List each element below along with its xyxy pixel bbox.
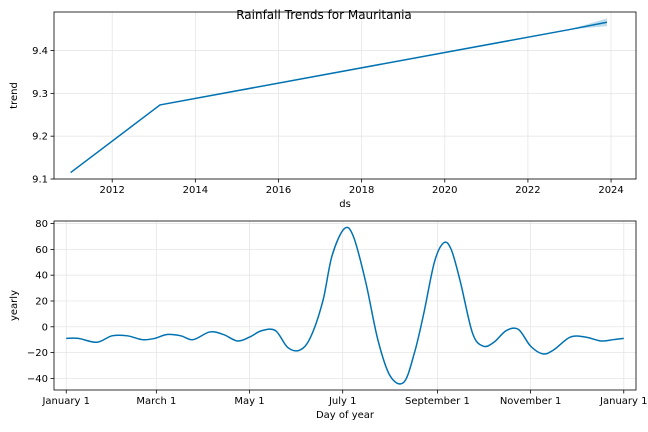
x-tick-label: May 1	[234, 396, 264, 407]
y-tick-label: 60	[35, 245, 48, 256]
x-axis-label: Day of year	[316, 410, 375, 421]
x-axis-label: ds	[339, 199, 351, 210]
yearly-seasonality-chart: January 1 March 1 May 1 July 1 September 1 No…	[9, 219, 648, 421]
x-tick-label: September 1	[405, 396, 470, 407]
x-tick-label: 2024	[598, 185, 623, 196]
uncertainty-band	[569, 18, 607, 30]
x-tick-label: July 1	[328, 396, 357, 407]
x-tick-label: 2012	[99, 185, 124, 196]
figure-title: Rainfall Trends for Mauritania	[236, 8, 412, 22]
y-tick-label: 20	[35, 296, 48, 307]
y-axis-label: trend	[9, 82, 20, 109]
y-axis-label: yearly	[9, 290, 20, 321]
trend-line	[70, 21, 608, 174]
x-tick-label: 2018	[349, 185, 374, 196]
x-tick-label: March 1	[136, 396, 176, 407]
y-tick-label: −40	[27, 374, 48, 385]
trend-chart: 2012 2014 2016 2018 2020 2022 2024 9.1 9.2 9.3 9.4…	[9, 11, 637, 210]
x-tick-label: 2020	[432, 185, 457, 196]
y-tick-label: 9.3	[32, 89, 48, 100]
plot-frame	[53, 220, 637, 391]
y-tick-label: 9.1	[32, 175, 48, 186]
y-tick-label: 40	[35, 271, 48, 282]
yearly-line	[66, 226, 624, 385]
x-tick-label: 2014	[183, 185, 208, 196]
y-tick-label: 9.2	[32, 132, 48, 143]
y-tick-label: 0	[42, 322, 48, 333]
x-tick-label: 2016	[266, 185, 291, 196]
plot-frame	[53, 11, 637, 180]
x-tick-label: January 1	[41, 396, 89, 407]
y-tick-label: 80	[35, 219, 48, 230]
y-tick-label: 9.4	[32, 46, 48, 57]
y-tick-label: −20	[27, 348, 48, 359]
x-tick-label: 2022	[515, 185, 540, 196]
x-tick-label: January 1	[599, 396, 647, 407]
x-tick-label: November 1	[500, 396, 562, 407]
